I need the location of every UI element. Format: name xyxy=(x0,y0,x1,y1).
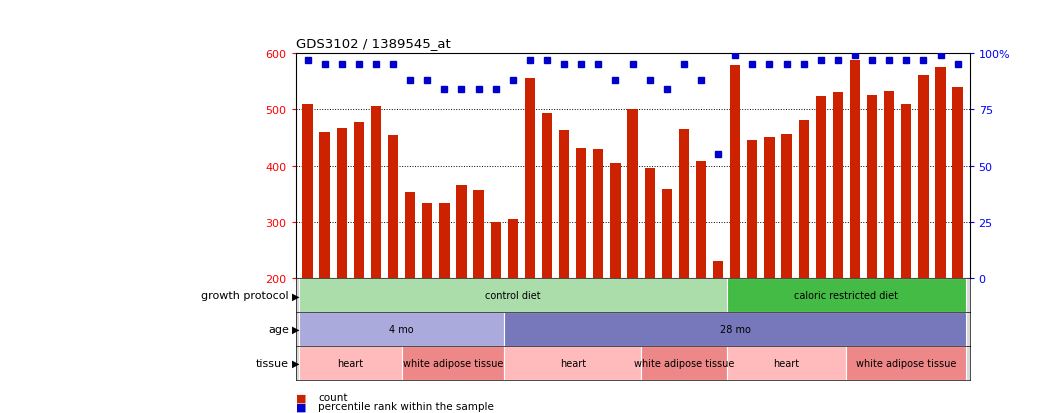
Text: 28 mo: 28 mo xyxy=(720,324,751,334)
Bar xyxy=(577,148,586,279)
Bar xyxy=(354,122,364,279)
Bar xyxy=(846,346,966,380)
Bar xyxy=(679,130,689,279)
Bar xyxy=(727,279,966,313)
Bar xyxy=(405,192,415,279)
Bar xyxy=(559,131,569,279)
Bar xyxy=(593,150,604,279)
Bar xyxy=(919,76,928,279)
Bar xyxy=(319,133,330,279)
Text: GDS3102 / 1389545_at: GDS3102 / 1389545_at xyxy=(296,37,450,50)
Text: ■: ■ xyxy=(296,392,306,402)
Bar xyxy=(935,68,946,279)
Bar xyxy=(696,162,706,279)
Bar xyxy=(303,104,312,279)
Bar xyxy=(885,91,894,279)
Bar xyxy=(730,66,740,279)
Text: ■: ■ xyxy=(296,401,306,411)
Bar xyxy=(299,279,727,313)
Text: tissue: tissue xyxy=(256,358,288,368)
Bar xyxy=(748,141,757,279)
Text: ▶: ▶ xyxy=(292,324,300,334)
Bar xyxy=(953,88,962,279)
Text: heart: heart xyxy=(560,358,586,368)
Bar xyxy=(867,96,877,279)
Bar xyxy=(798,121,809,279)
Text: age: age xyxy=(268,324,288,334)
Bar xyxy=(504,346,641,380)
Bar xyxy=(388,135,398,279)
Bar xyxy=(525,79,535,279)
Text: 4 mo: 4 mo xyxy=(389,324,414,334)
Text: white adipose tissue: white adipose tissue xyxy=(634,358,734,368)
Bar xyxy=(782,135,791,279)
Bar xyxy=(850,61,860,279)
Bar xyxy=(504,313,966,346)
Bar xyxy=(337,128,346,279)
Bar xyxy=(508,220,517,279)
Bar xyxy=(627,110,638,279)
Bar xyxy=(727,346,846,380)
Bar xyxy=(645,169,654,279)
Bar xyxy=(542,114,552,279)
Bar xyxy=(713,262,723,279)
Bar xyxy=(816,97,825,279)
Bar xyxy=(491,223,501,279)
Bar xyxy=(901,104,912,279)
Bar xyxy=(662,190,672,279)
Text: growth protocol: growth protocol xyxy=(201,291,288,301)
Bar xyxy=(299,313,504,346)
Bar xyxy=(422,204,432,279)
Bar xyxy=(611,164,620,279)
Text: heart: heart xyxy=(337,358,363,368)
Bar xyxy=(456,186,467,279)
Text: white adipose tissue: white adipose tissue xyxy=(857,358,956,368)
Text: percentile rank within the sample: percentile rank within the sample xyxy=(318,401,495,411)
Bar xyxy=(371,107,381,279)
Text: caloric restricted diet: caloric restricted diet xyxy=(794,291,898,301)
Text: control diet: control diet xyxy=(485,291,540,301)
Text: ▶: ▶ xyxy=(292,291,300,301)
Text: count: count xyxy=(318,392,347,402)
Bar xyxy=(764,138,775,279)
Bar xyxy=(440,204,449,279)
Text: white adipose tissue: white adipose tissue xyxy=(402,358,503,368)
Bar xyxy=(641,346,727,380)
Text: heart: heart xyxy=(774,358,800,368)
Bar xyxy=(401,346,504,380)
Bar xyxy=(474,191,483,279)
Bar xyxy=(833,93,843,279)
Bar xyxy=(299,346,401,380)
Text: ▶: ▶ xyxy=(292,358,300,368)
